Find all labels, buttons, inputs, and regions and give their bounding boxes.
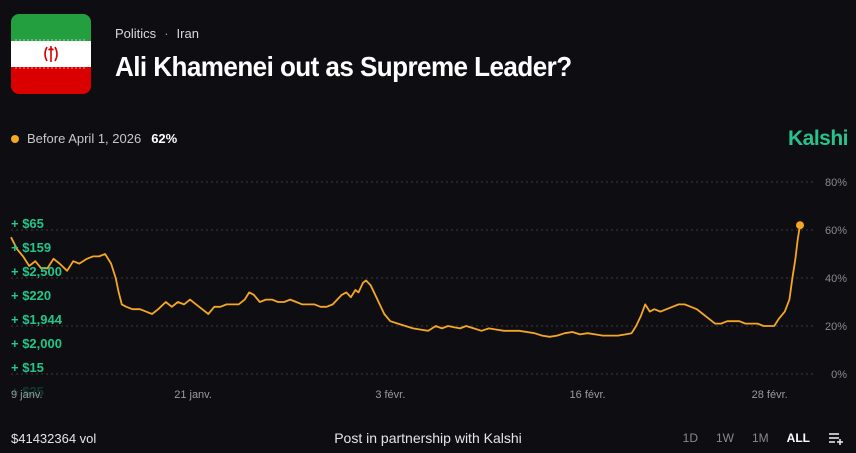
market-title: Ali Khamenei out as Supreme Leader?: [115, 51, 572, 82]
iran-emblem-icon: [44, 46, 58, 62]
recent-trades-feed: + $65 + $159 + $2,500 + $220 + $1,944 + $2,00…: [11, 212, 62, 404]
y-tick-label: 80%: [825, 177, 847, 189]
list-add-icon[interactable]: [828, 431, 844, 445]
iran-flag-icon: [11, 14, 91, 94]
trade-item: + $2,500: [11, 264, 62, 279]
legend-value: 62%: [151, 131, 178, 146]
breadcrumb-topic[interactable]: Iran: [176, 26, 199, 41]
range-button-1m[interactable]: 1M: [752, 431, 769, 445]
y-tick-label: 40%: [825, 273, 847, 285]
breadcrumb-separator: ·: [164, 26, 169, 41]
y-tick-label: 0%: [831, 369, 847, 381]
x-tick-label: 3 févr.: [375, 389, 405, 401]
series-line: [10, 225, 801, 338]
trade-item: + $1,944: [11, 312, 62, 327]
kalshi-logo[interactable]: Kalshi: [787, 127, 849, 150]
price-chart[interactable]: 0% 20% 40% 60% 80% 9 janv. 21 janv. 3 févr. 16 f…: [0, 160, 856, 410]
legend-label: Before April 1, 2026: [27, 131, 142, 146]
flag-red-stripe: [11, 67, 91, 94]
range-button-1d[interactable]: 1D: [682, 431, 698, 445]
x-tick-label: 28 févr.: [752, 389, 788, 401]
trade-item: + $220: [11, 288, 52, 303]
range-button-all[interactable]: ALL: [786, 431, 810, 445]
x-tick-label: 16 févr.: [570, 389, 606, 401]
volume-label: $41432364 vol: [11, 431, 97, 446]
breadcrumb: Politics · Iran: [115, 26, 199, 41]
trade-item: + $65: [11, 216, 44, 231]
series-color-dot: [11, 134, 19, 143]
y-tick-label: 60%: [825, 225, 847, 237]
series-end-point: [796, 221, 804, 230]
breadcrumb-category[interactable]: Politics: [115, 26, 157, 41]
trade-item: + $159: [11, 240, 52, 255]
trade-item: + $2,000: [11, 336, 62, 351]
time-range-selector: 1D 1W 1M ALL: [683, 431, 844, 445]
flag-green-stripe: [11, 14, 91, 41]
trade-item: + $25: [11, 384, 44, 399]
x-tick-label: 9 janv.: [11, 389, 43, 401]
x-tick-label: 21 janv.: [174, 389, 212, 401]
range-button-1w[interactable]: 1W: [716, 431, 734, 445]
y-tick-label: 20%: [825, 321, 847, 333]
chart-legend: Before April 1, 2026 62%: [11, 131, 177, 146]
trade-item: + $15: [11, 360, 44, 375]
